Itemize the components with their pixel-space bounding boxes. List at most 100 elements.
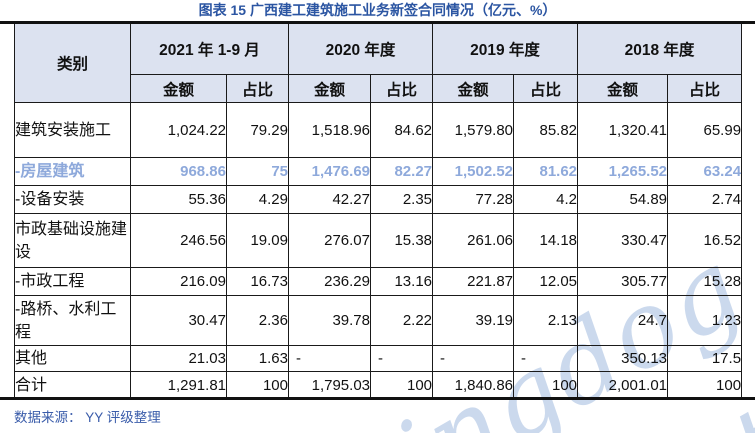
amount-cell: 1,795.03 (288, 371, 371, 399)
row-label: 合计 (14, 371, 131, 399)
table-row-housing: -房屋建筑 968.86 75 1,476.69 82.27 1,502.52 … (14, 157, 743, 186)
row-label: -房屋建筑 (14, 157, 131, 186)
amount-cell: 246.56 (130, 213, 227, 268)
share-cell: 1.63 (226, 345, 289, 372)
amount-cell: 1,476.69 (288, 157, 371, 186)
amount-cell: 30.47 (130, 295, 227, 346)
amount-cell: 1,024.22 (130, 102, 227, 158)
header-row-periods: 类别 2021 年 1-9 月 2020 年度 2019 年度 2018 年度 (14, 22, 743, 103)
table-row-municipal-infra: 市政基础设施建设 246.56 19.09 276.07 15.38 261.0… (14, 213, 743, 268)
subheader-share: 占比 (513, 74, 579, 103)
share-cell: 63.24 (667, 157, 743, 186)
amount-cell: 1,502.52 (432, 157, 515, 186)
row-label: 市政基础设施建设 (14, 213, 131, 268)
figure-title: 图表 15 广西建工建筑施工业务新签合同情况（亿元、%） (198, 2, 557, 18)
share-cell: 81.62 (513, 157, 579, 186)
share-cell: 100 (226, 371, 289, 399)
amount-cell: - (432, 345, 515, 372)
amount-cell: 55.36 (130, 185, 227, 214)
share-cell: 84.62 (369, 102, 434, 158)
amount-cell: 2,001.01 (577, 371, 669, 399)
share-cell: 2.74 (667, 185, 743, 214)
column-header-2020: 2020 年度 (287, 22, 434, 75)
amount-cell: 39.78 (288, 295, 371, 346)
amount-cell: 236.29 (288, 267, 371, 296)
share-cell: 75 (226, 157, 289, 186)
share-cell: - (513, 345, 579, 372)
row-label: 其他 (14, 345, 131, 372)
share-cell: 4.29 (226, 185, 289, 214)
table-row-road-bridge-water: -路桥、水利工程 30.47 2.36 39.78 2.22 39.19 2.1… (14, 295, 743, 346)
amount-cell: 216.09 (130, 267, 227, 296)
share-cell: 2.36 (226, 295, 289, 346)
share-cell: 19.09 (226, 213, 289, 268)
amount-cell: 350.13 (577, 345, 669, 372)
amount-cell: 1,579.80 (432, 102, 515, 158)
share-cell: 14.18 (513, 213, 579, 268)
table-row-total: 合计 1,291.81 100 1,795.03 100 1,840.86 10… (14, 371, 743, 399)
share-cell: 1.23 (667, 295, 743, 346)
table-row-municipal-eng: -市政工程 216.09 16.73 236.29 13.16 221.87 1… (14, 267, 743, 296)
amount-cell: 276.07 (288, 213, 371, 268)
amount-cell: 77.28 (432, 185, 515, 214)
amount-cell: 42.27 (288, 185, 371, 214)
share-cell: 100 (667, 371, 743, 399)
share-cell: 100 (369, 371, 434, 399)
table-row-construction-install: 建筑安装施工 1,024.22 79.29 1,518.96 84.62 1,5… (14, 102, 743, 158)
share-cell: 79.29 (226, 102, 289, 158)
subheader-share: 占比 (369, 74, 434, 103)
column-header-category: 类别 (14, 22, 131, 103)
amount-cell: 1,291.81 (130, 371, 227, 399)
table-bottom-rule (0, 397, 755, 400)
table-row-equipment-install: -设备安装 55.36 4.29 42.27 2.35 77.28 4.2 54… (14, 185, 743, 214)
amount-cell: 21.03 (130, 345, 227, 372)
subheader-amount: 金额 (432, 74, 515, 103)
share-cell: 16.52 (667, 213, 743, 268)
row-label: -设备安装 (14, 185, 131, 214)
subheader-amount: 金额 (288, 74, 371, 103)
share-cell: 15.38 (369, 213, 434, 268)
subheader-amount: 金额 (130, 74, 227, 103)
share-cell: 13.16 (369, 267, 434, 296)
share-cell: 17.5 (667, 345, 743, 372)
column-header-2018: 2018 年度 (577, 22, 743, 75)
contract-data-table: 类别 2021 年 1-9 月 2020 年度 2019 年度 2018 年度 … (14, 22, 743, 399)
share-cell: 82.27 (369, 157, 434, 186)
column-header-2021: 2021 年 1-9 月 (130, 22, 289, 75)
share-cell: 100 (513, 371, 579, 399)
amount-cell: 54.89 (577, 185, 669, 214)
amount-cell: 968.86 (130, 157, 227, 186)
amount-cell: 1,320.41 (577, 102, 669, 158)
amount-cell: 1,518.96 (288, 102, 371, 158)
share-cell: - (369, 345, 434, 372)
share-cell: 4.2 (513, 185, 579, 214)
share-cell: 12.05 (513, 267, 579, 296)
row-label: -路桥、水利工程 (14, 295, 131, 346)
data-source-note: 数据来源： YY 评级整理 (14, 410, 161, 425)
subheader-share: 占比 (667, 74, 743, 103)
amount-cell: 261.06 (432, 213, 515, 268)
header-row-subcolumns: 金额 占比 金额 占比 金额 占比 金额 占比 (15, 74, 743, 103)
table-row-other: 其他 21.03 1.63 - - - - 350.13 17.5 (14, 345, 743, 372)
amount-cell: 39.19 (432, 295, 515, 346)
subheader-amount: 金额 (577, 74, 669, 103)
amount-cell: 221.87 (432, 267, 515, 296)
share-cell: 65.99 (667, 102, 743, 158)
amount-cell: 1,840.86 (432, 371, 515, 399)
amount-cell: 1,265.52 (577, 157, 669, 186)
amount-cell: - (288, 345, 371, 372)
share-cell: 2.13 (513, 295, 579, 346)
row-label: 建筑安装施工 (14, 102, 131, 158)
column-header-2019: 2019 年度 (432, 22, 579, 75)
share-cell: 16.73 (226, 267, 289, 296)
subheader-share: 占比 (226, 74, 289, 103)
share-cell: 15.28 (667, 267, 743, 296)
share-cell: 85.82 (513, 102, 579, 158)
table-top-rule (0, 21, 755, 24)
share-cell: 2.22 (369, 295, 434, 346)
amount-cell: 305.77 (577, 267, 669, 296)
row-label: -市政工程 (14, 267, 131, 296)
amount-cell: 24.7 (577, 295, 669, 346)
amount-cell: 330.47 (577, 213, 669, 268)
